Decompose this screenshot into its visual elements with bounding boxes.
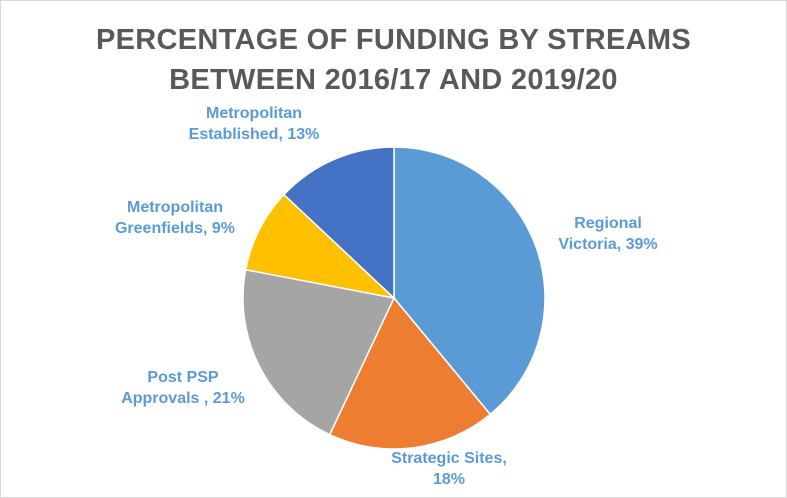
chart-title-line-2: BETWEEN 2016/17 AND 2019/20	[169, 64, 618, 96]
data-label-line: Metropolitan	[206, 105, 302, 122]
chart-title: PERCENTAGE OF FUNDING BY STREAMS BETWEEN…	[0, 20, 787, 100]
pie-slices	[242, 146, 546, 450]
pie-labels: Regional Victoria, 39% Strategic Sites, 18%…	[115, 105, 658, 488]
data-label-post-psp-approvals: Post PSP Approvals , 21%	[121, 369, 245, 407]
data-label-line: Regional	[574, 215, 642, 232]
chart-title-line-1: PERCENTAGE OF FUNDING BY STREAMS	[95, 24, 691, 56]
data-label-line: 18%	[433, 471, 465, 488]
data-label-line: Greenfields, 9%	[115, 220, 235, 237]
data-label-regional-victoria: Regional Victoria, 39%	[558, 215, 657, 253]
data-label-line: Post PSP	[147, 369, 218, 386]
pie-slice-post-psp-approvals	[242, 268, 396, 436]
pie-slice-metropolitan-greenfields	[244, 193, 397, 300]
data-label-strategic-sites: Strategic Sites, 18%	[391, 450, 507, 488]
data-label-line: Approvals , 21%	[121, 390, 245, 407]
data-label-line: Metropolitan	[127, 199, 223, 216]
data-label-line: Strategic Sites,	[391, 450, 507, 467]
pie-slice-metropolitan-established	[282, 146, 395, 300]
pie-slice-regional-victoria	[393, 146, 546, 416]
data-label-line: Victoria, 39%	[558, 236, 657, 253]
data-label-line: Established, 13%	[189, 126, 320, 143]
data-label-metropolitan-greenfields: Metropolitan Greenfields, 9%	[115, 199, 235, 237]
pie-slice-strategic-sites	[328, 296, 492, 450]
data-label-metropolitan-established: Metropolitan Established, 13%	[189, 105, 320, 143]
